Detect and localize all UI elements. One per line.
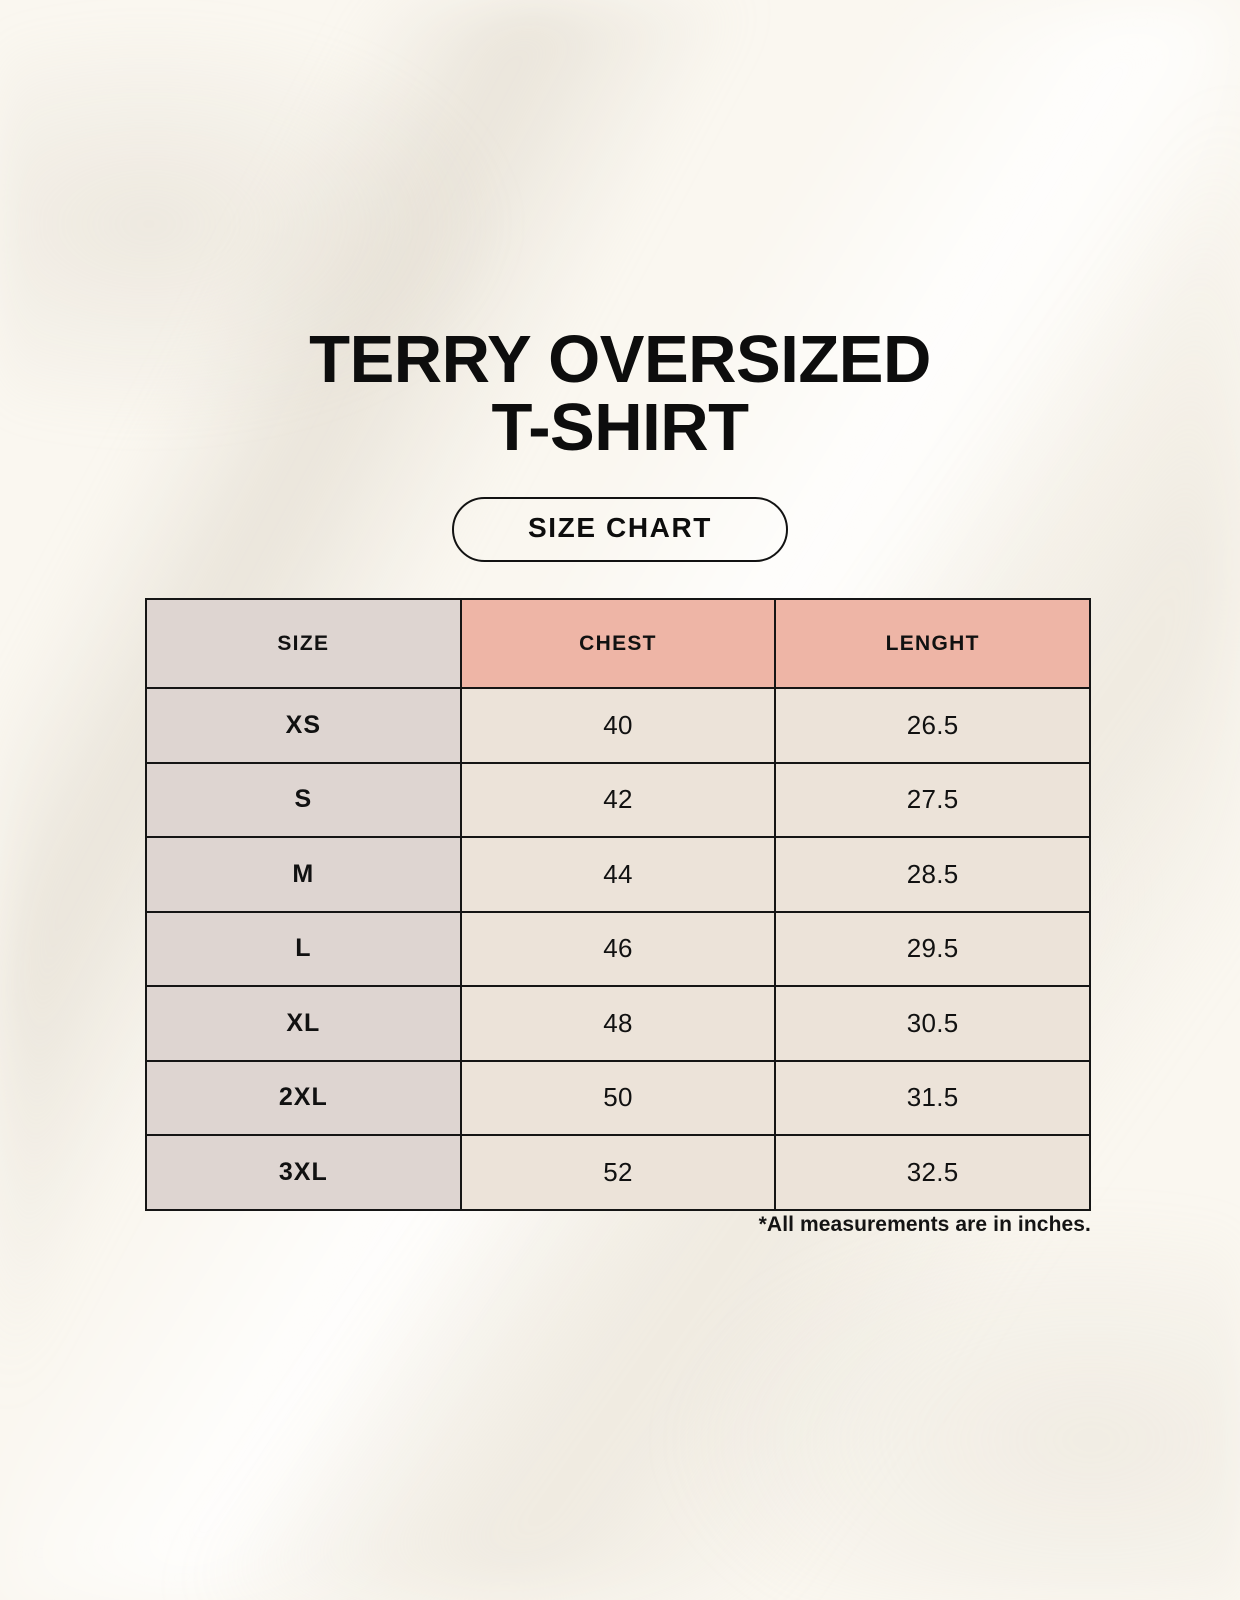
cell-chest: 40 [459, 687, 777, 764]
size-table-body: XS 40 26.5 S 42 27.5 M 44 28.5 L 46 [145, 687, 1091, 1211]
table-header-row: SIZE CHEST LENGHT [145, 598, 1091, 689]
cell-chest: 48 [459, 985, 777, 1062]
column-header-size: SIZE [145, 598, 462, 689]
size-chart-badge: SIZE CHART [452, 497, 788, 562]
cell-size: 3XL [145, 1134, 462, 1211]
size-table-container: SIZE CHEST LENGHT XS 40 26.5 S 42 27.5 M [145, 598, 1091, 1211]
column-header-length: LENGHT [774, 598, 1091, 689]
cell-size: M [145, 836, 462, 913]
cell-size: S [145, 761, 462, 838]
size-table: SIZE CHEST LENGHT XS 40 26.5 S 42 27.5 M [145, 598, 1091, 1211]
cell-chest: 44 [459, 836, 777, 913]
cell-length: 32.5 [774, 1134, 1091, 1211]
page-title-line-2: T-SHIRT [491, 390, 749, 466]
table-row: M 44 28.5 [145, 836, 1091, 913]
cell-size: L [145, 910, 462, 987]
table-row: L 46 29.5 [145, 910, 1091, 987]
size-table-head: SIZE CHEST LENGHT [145, 598, 1091, 689]
cell-chest: 52 [459, 1134, 777, 1211]
table-row: 2XL 50 31.5 [145, 1059, 1091, 1136]
cell-chest: 46 [459, 910, 777, 987]
cell-size: 2XL [145, 1059, 462, 1136]
column-header-chest: CHEST [459, 598, 777, 689]
cell-size: XS [145, 687, 462, 764]
cell-size: XL [145, 985, 462, 1062]
page-title-line-1: TERRY OVERSIZED [309, 322, 931, 397]
table-row: 3XL 52 32.5 [145, 1134, 1091, 1211]
cell-length: 30.5 [774, 985, 1091, 1062]
cell-length: 27.5 [774, 761, 1091, 838]
cell-chest: 50 [459, 1059, 777, 1136]
cell-length: 29.5 [774, 910, 1091, 987]
cell-length: 31.5 [774, 1059, 1091, 1136]
page-title: TERRY OVERSIZED T-SHIRT [0, 322, 1240, 466]
cell-length: 28.5 [774, 836, 1091, 913]
cell-length: 26.5 [774, 687, 1091, 764]
table-row: XL 48 30.5 [145, 985, 1091, 1062]
measurements-footnote: *All measurements are in inches. [758, 1213, 1091, 1236]
table-row: S 42 27.5 [145, 761, 1091, 838]
size-chart-badge-container: SIZE CHART [0, 497, 1240, 562]
cell-chest: 42 [459, 761, 777, 838]
table-row: XS 40 26.5 [145, 687, 1091, 764]
